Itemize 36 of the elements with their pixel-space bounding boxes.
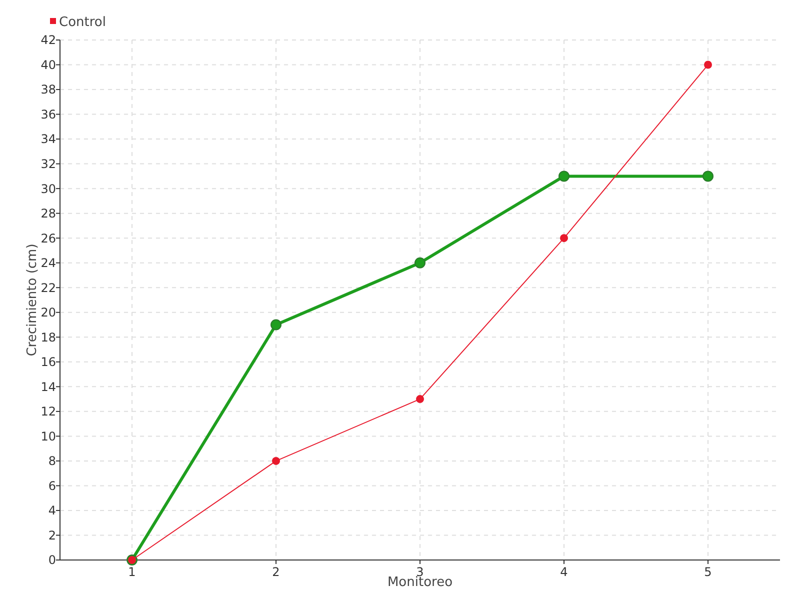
legend-label: Control — [59, 15, 106, 30]
x-tick-label: 2 — [272, 565, 280, 579]
y-tick-label: 18 — [40, 330, 56, 344]
y-tick-label: 34 — [40, 132, 56, 146]
y-axis-title: Crecimiento (cm) — [25, 244, 40, 356]
y-tick-label: 10 — [40, 429, 56, 444]
y-tick-label: 36 — [40, 107, 56, 122]
y-tick-label: 32 — [40, 157, 56, 172]
point — [702, 170, 714, 182]
y-tick-label: 14 — [40, 380, 56, 394]
point — [414, 257, 426, 268]
y-tick-label: 0 — [48, 553, 56, 568]
point — [560, 234, 568, 242]
x-tick-label: 4 — [560, 565, 568, 579]
y-tick-label: 38 — [40, 82, 56, 97]
y-tick-label: 6 — [48, 478, 56, 493]
y-tick-label: 28 — [40, 206, 56, 221]
point — [416, 395, 424, 404]
y-tick-label: 16 — [40, 355, 56, 370]
y-tick-label: 24 — [40, 256, 56, 270]
y-tick-label: 22 — [40, 280, 56, 295]
point — [558, 170, 570, 182]
y-tick-label: 42 — [40, 33, 56, 48]
y-tick-label: 30 — [40, 182, 56, 196]
y-tick-label: 40 — [40, 58, 56, 72]
y-tick-label: 4 — [48, 504, 56, 518]
y-tick-label: 8 — [48, 454, 56, 468]
y-tick-label: 2 — [48, 528, 56, 542]
point — [704, 60, 712, 69]
point — [272, 456, 280, 465]
x-tick-label: 1 — [128, 565, 136, 579]
y-tick-label: 26 — [40, 231, 56, 246]
x-tick-label: 5 — [704, 565, 712, 579]
y-tick-label: 20 — [40, 306, 56, 320]
point — [270, 319, 282, 330]
y-tick-label: 12 — [40, 404, 56, 419]
